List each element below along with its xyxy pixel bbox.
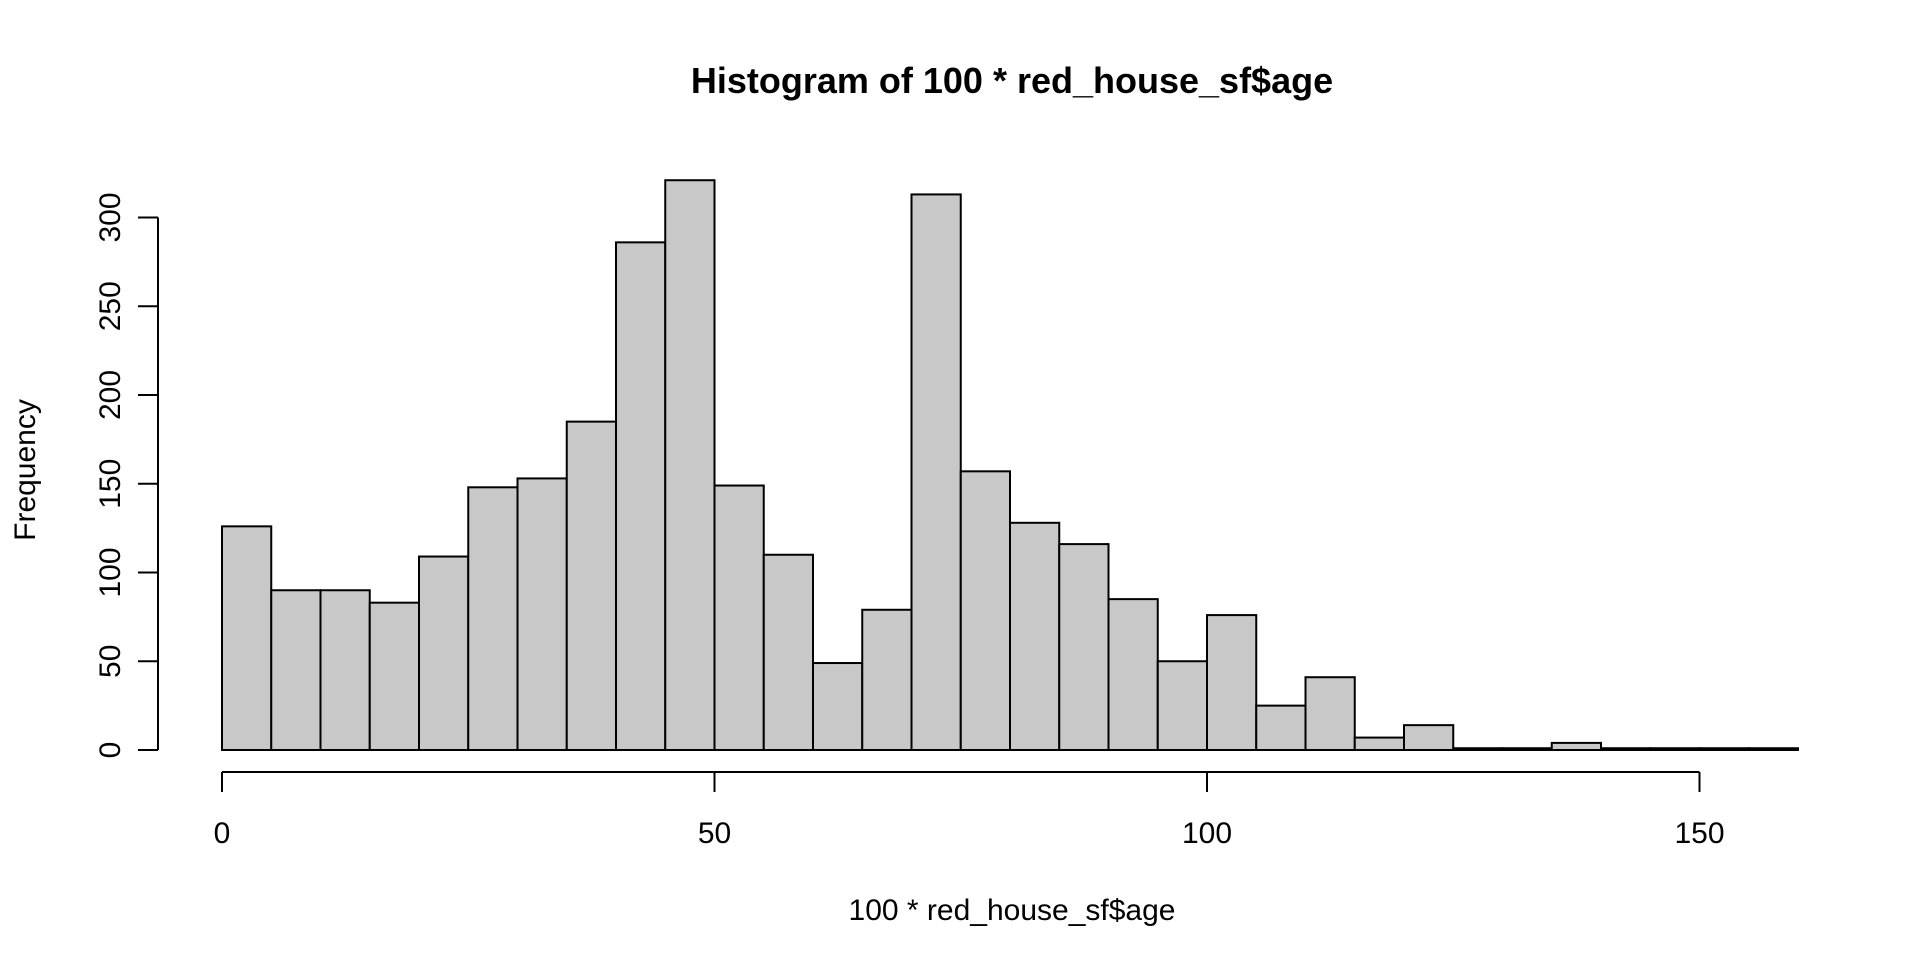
histogram-bar	[221, 525, 273, 751]
y-axis: 0 50 100 150 200 250 300	[94, 192, 159, 759]
histogram-bar	[1353, 736, 1405, 752]
histogram-bar	[664, 179, 716, 752]
y-tick-label: 100	[94, 547, 127, 597]
histogram-bars	[221, 179, 1799, 752]
histogram-bar	[467, 486, 519, 751]
x-tick-label: 0	[214, 817, 231, 850]
y-tick-label: 300	[94, 192, 127, 242]
x-axis-label: 100 * red_house_sf$age	[849, 894, 1176, 927]
histogram-bar	[615, 241, 667, 751]
histogram-bar	[319, 589, 371, 751]
histogram-bar	[762, 553, 814, 751]
chart-title: Histogram of 100 * red_house_sf$age	[691, 60, 1333, 101]
x-axis: 0 50 100 150	[214, 771, 1725, 850]
histogram-bar	[910, 193, 962, 752]
histogram-bar	[1156, 660, 1208, 751]
y-tick-label: 250	[94, 281, 127, 331]
histogram-bar	[1304, 676, 1356, 751]
histogram-bar	[270, 589, 322, 751]
x-tick-label: 100	[1182, 817, 1232, 850]
histogram-bar	[1649, 747, 1701, 751]
histogram-bar	[1550, 741, 1602, 752]
histogram-bar	[1009, 521, 1061, 751]
y-tick-label: 150	[94, 459, 127, 509]
histogram-bar	[959, 470, 1011, 751]
histogram-bar	[565, 420, 617, 751]
histogram-bar	[1058, 543, 1110, 751]
x-tick-label: 50	[698, 817, 731, 850]
histogram-bar	[1600, 747, 1652, 751]
y-axis-label: Frequency	[9, 399, 42, 541]
histogram-bar	[1698, 747, 1750, 751]
histogram-bar	[1107, 598, 1159, 751]
histogram-bar	[1501, 747, 1553, 751]
histogram-bar	[1403, 724, 1455, 752]
histogram-bar	[812, 662, 864, 752]
histogram-bar	[418, 555, 470, 752]
histogram-bar	[368, 601, 420, 751]
histogram-bar	[861, 608, 913, 752]
y-tick-label: 200	[94, 370, 127, 420]
y-tick-label: 50	[94, 645, 127, 678]
histogram-bar	[1206, 614, 1258, 751]
histogram-bar	[516, 477, 568, 751]
histogram-bar	[1255, 704, 1307, 751]
histogram-bar	[713, 484, 765, 751]
x-tick-label: 150	[1674, 817, 1724, 850]
histogram-bar	[1452, 747, 1504, 751]
y-tick-label: 0	[94, 742, 127, 759]
histogram-bar	[1747, 747, 1799, 751]
